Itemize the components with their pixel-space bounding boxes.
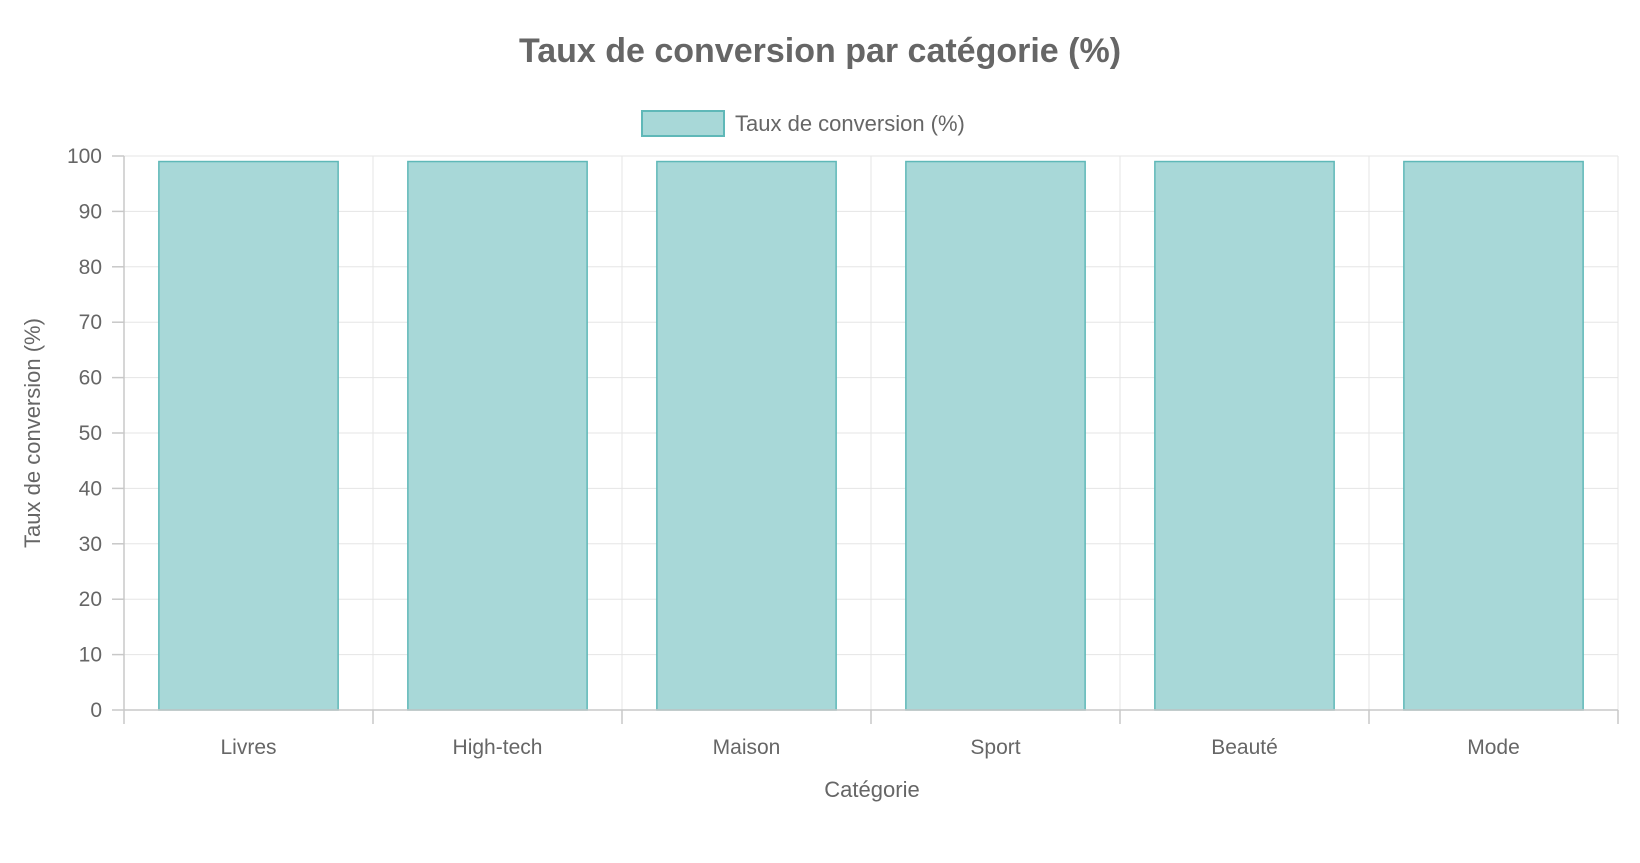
x-tick-label: Livres [220, 736, 276, 759]
y-axis-title: Taux de conversion (%) [20, 318, 45, 548]
x-tick-label: Sport [970, 736, 1020, 759]
bar[interactable] [656, 160, 837, 711]
y-axis-ticks: 0 10 20 30 40 50 60 70 80 90 100 [67, 145, 124, 722]
legend-swatch [641, 110, 725, 137]
bar[interactable] [1154, 160, 1335, 711]
y-tick-label: 100 [67, 145, 102, 168]
x-tick-label: Mode [1467, 736, 1520, 759]
y-tick-label: 0 [90, 699, 102, 722]
x-tick-label: Maison [713, 736, 781, 759]
y-tick-label: 20 [79, 588, 102, 611]
bar[interactable] [1403, 160, 1584, 711]
x-tick-label: High-tech [453, 736, 543, 759]
y-tick-label: 10 [79, 644, 102, 667]
y-tick-label: 60 [79, 367, 102, 390]
y-tick-label: 70 [79, 311, 102, 334]
bars [158, 160, 1584, 711]
grid [123, 155, 1619, 710]
x-axis-ticks: Livres High-tech Maison Sport Beauté Mode [123, 710, 1619, 759]
x-axis-title: Catégorie [824, 777, 919, 802]
bar[interactable] [407, 160, 588, 711]
legend-label: Taux de conversion (%) [735, 111, 965, 136]
bar[interactable] [905, 160, 1086, 711]
legend[interactable]: Taux de conversion (%) [641, 110, 965, 137]
y-tick-label: 30 [79, 533, 102, 556]
y-tick-label: 80 [79, 256, 102, 279]
x-tick-label: Beauté [1211, 736, 1278, 759]
y-tick-label: 90 [79, 200, 102, 223]
y-tick-label: 40 [79, 477, 102, 500]
bar[interactable] [158, 160, 339, 711]
chart-title: Taux de conversion par catégorie (%) [519, 32, 1121, 70]
y-tick-label: 50 [79, 422, 102, 445]
